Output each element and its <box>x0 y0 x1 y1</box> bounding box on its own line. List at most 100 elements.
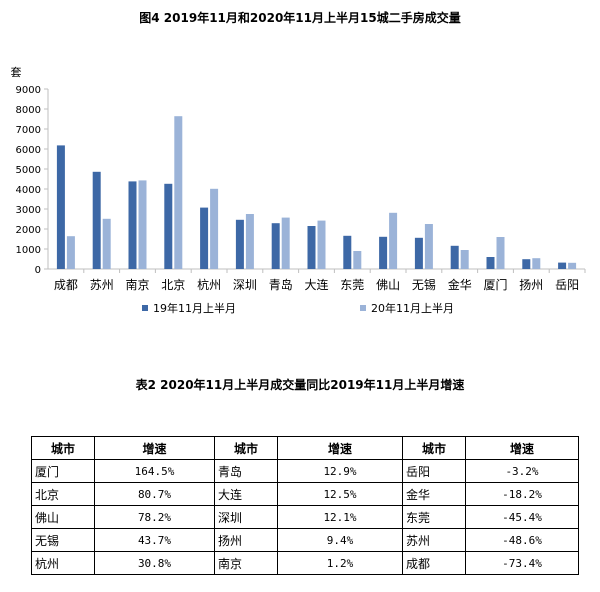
city-cell: 金华 <box>402 482 466 506</box>
bar-series-1 <box>235 219 244 269</box>
bar-series-2 <box>496 237 505 269</box>
legend-swatch <box>360 305 366 311</box>
x-tick-label: 无锡 <box>412 277 436 292</box>
bar-series-2 <box>353 251 362 269</box>
legend-label: 20年11月上半月 <box>371 301 454 315</box>
bar-series-2 <box>424 224 433 269</box>
city-cell: 青岛 <box>214 459 278 483</box>
legend-label: 19年11月上半月 <box>153 301 236 315</box>
rate-cell: 78.2% <box>94 505 215 529</box>
bar-series-2 <box>174 116 183 269</box>
bar-series-2 <box>66 236 75 269</box>
bar-series-1 <box>128 181 137 269</box>
y-tick-label: 4000 <box>16 185 41 196</box>
bar-series-1 <box>56 145 65 269</box>
chart-axes <box>47 89 586 273</box>
bar-series-1 <box>307 226 316 269</box>
y-axis-unit-label: 套 <box>11 66 22 79</box>
bar-chart: 套 0100020003000400050006000700080009000 … <box>11 66 586 315</box>
chart-legend: 19年11月上半月 20年11月上半月 <box>142 301 454 315</box>
bar-series-1 <box>486 257 495 269</box>
rate-cell: 12.9% <box>277 459 403 483</box>
x-tick-label: 深圳 <box>233 278 257 292</box>
bar-series-1 <box>164 183 173 269</box>
city-cell: 成都 <box>402 551 466 575</box>
city-cell: 深圳 <box>214 505 278 529</box>
x-tick-label: 厦门 <box>483 277 507 292</box>
bar-series-2 <box>460 250 469 269</box>
city-cell: 厦门 <box>31 459 95 483</box>
x-tick-label: 青岛 <box>269 277 293 292</box>
y-tick-label: 9000 <box>16 85 41 96</box>
bar-series-1 <box>271 223 280 269</box>
rate-cell: -73.4% <box>465 551 579 575</box>
y-tick-label: 3000 <box>16 205 41 216</box>
x-tick-label: 北京 <box>161 278 185 292</box>
bar-series-2 <box>245 214 254 269</box>
table-row: 无锡 43.7% 扬州 9.4% 苏州 -48.6% <box>31 528 579 552</box>
city-cell: 佛山 <box>31 505 95 529</box>
city-cell: 东莞 <box>402 505 466 529</box>
x-tick-label: 金华 <box>448 277 472 292</box>
bar-series-2 <box>568 262 577 269</box>
city-cell: 南京 <box>214 551 278 575</box>
bar-series-2 <box>389 212 398 269</box>
city-cell: 苏州 <box>402 528 466 552</box>
y-tick-label: 2000 <box>16 225 41 236</box>
bar-series-2 <box>317 220 326 269</box>
city-cell: 大连 <box>214 482 278 506</box>
y-tick-label: 6000 <box>16 145 41 156</box>
table-row: 杭州 30.8% 南京 1.2% 成都 -73.4% <box>31 551 579 575</box>
city-cell: 杭州 <box>31 551 95 575</box>
bar-series-2 <box>138 180 147 269</box>
rate-cell: 9.4% <box>277 528 403 552</box>
rate-cell: -3.2% <box>465 459 579 483</box>
city-cell: 岳阳 <box>402 459 466 483</box>
x-tick-label: 大连 <box>304 277 328 292</box>
bar-series-1 <box>200 207 209 269</box>
header-rate: 增速 <box>465 436 579 460</box>
bar-series-1 <box>92 171 101 269</box>
x-tick-label: 佛山 <box>376 278 400 292</box>
city-cell: 北京 <box>31 482 95 506</box>
rate-cell: 43.7% <box>94 528 215 552</box>
x-tick-label: 南京 <box>125 277 149 292</box>
rate-cell: 80.7% <box>94 482 215 506</box>
y-tick-label: 5000 <box>16 165 41 176</box>
y-tick-label: 0 <box>35 265 41 276</box>
rate-cell: 164.5% <box>94 459 215 483</box>
bar-series-2 <box>281 217 290 269</box>
table-row: 佛山 78.2% 深圳 12.1% 东莞 -45.4% <box>31 505 579 529</box>
x-tick-label: 扬州 <box>519 277 543 292</box>
x-tick-label: 杭州 <box>197 277 221 292</box>
rate-cell: 12.1% <box>277 505 403 529</box>
growth-rate-table: 城市 增速 城市 增速 城市 增速 厦门 164.5% 青岛 12.9% 岳阳 … <box>31 436 579 575</box>
bar-series-1 <box>522 259 531 269</box>
rate-cell: 30.8% <box>94 551 215 575</box>
bar-series-1 <box>558 262 567 269</box>
table-row: 厦门 164.5% 青岛 12.9% 岳阳 -3.2% <box>31 459 579 483</box>
header-city: 城市 <box>402 436 466 460</box>
header-city: 城市 <box>214 436 278 460</box>
bar-series-1 <box>379 236 388 269</box>
x-tick-label: 东莞 <box>340 278 364 292</box>
bar-series <box>56 116 577 269</box>
rate-cell: -45.4% <box>465 505 579 529</box>
table-title: 表2 2020年11月上半月成交量同比2019年11月上半月增速 <box>135 378 465 392</box>
x-tick-label: 成都 <box>54 278 78 292</box>
rate-cell: -18.2% <box>465 482 579 506</box>
x-tick-label: 苏州 <box>90 278 114 292</box>
header-rate: 增速 <box>94 436 215 460</box>
bar-series-2 <box>532 258 541 269</box>
city-cell: 无锡 <box>31 528 95 552</box>
header-rate: 增速 <box>277 436 403 460</box>
bar-series-2 <box>210 188 219 269</box>
x-tick-label: 岳阳 <box>555 278 579 292</box>
y-tick-label: 8000 <box>16 105 41 116</box>
y-axis-ticks: 0 1000 2000 3000 4000 5000 6000 7000 8000 9000 <box>16 85 48 276</box>
bar-series-1 <box>343 235 352 269</box>
rate-cell: 1.2% <box>277 551 403 575</box>
chart-title: 图4 2019年11月和2020年11月上半月15城二手房成交量 <box>139 11 461 25</box>
bar-series-1 <box>414 237 423 269</box>
bar-series-1 <box>450 245 459 269</box>
